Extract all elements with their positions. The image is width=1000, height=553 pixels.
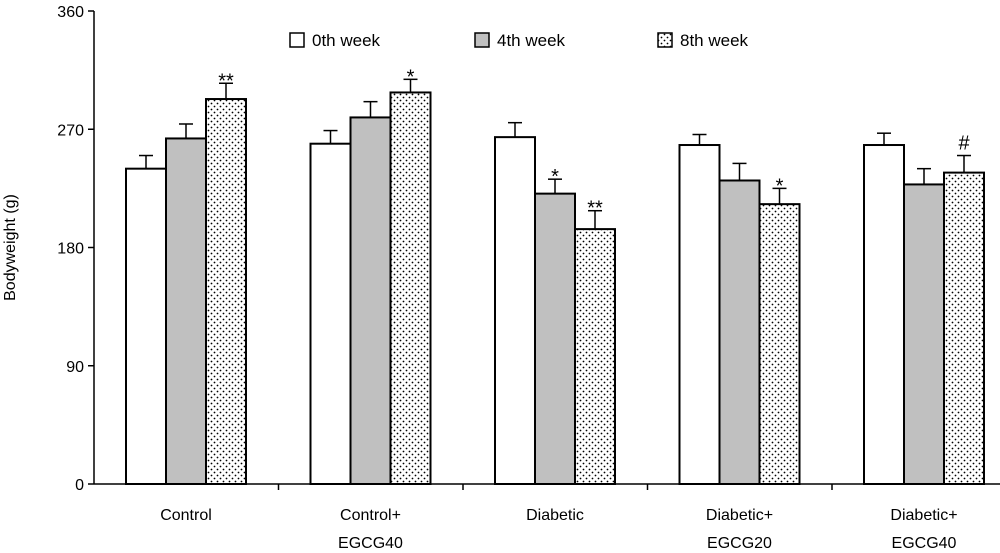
significance-marker: *: [407, 66, 415, 88]
bar-white: [309, 142, 352, 485]
legend-swatch: [657, 32, 673, 48]
y-tick-label: 180: [57, 241, 84, 258]
legend: 0th week 4th week 8th week: [289, 31, 749, 50]
bar-white: [863, 144, 905, 485]
bar-gray: [903, 183, 945, 486]
category-label: Diabetic: [526, 507, 584, 524]
category-label: EGCG20: [707, 535, 772, 548]
y-axis-title: Bodyweight (g): [2, 194, 19, 301]
y-tick-label: 270: [57, 122, 84, 139]
legend-swatch: [289, 32, 305, 48]
bar-white: [125, 167, 167, 486]
bar-gray: [534, 192, 576, 485]
bar-gray: [349, 116, 392, 486]
bar-dotted: [758, 203, 801, 485]
y-tick-label: 360: [57, 4, 84, 21]
bar-dotted: [943, 171, 985, 485]
legend-label: 8th week: [680, 31, 749, 50]
category-label: Control+: [340, 507, 401, 524]
y-tick-label: 90: [66, 359, 84, 376]
category-label: Control: [160, 507, 212, 524]
significance-marker: #: [958, 133, 970, 155]
bar-gray: [165, 137, 207, 485]
category-label: EGCG40: [892, 535, 957, 548]
bar-white: [678, 144, 721, 485]
legend-label: 0th week: [312, 31, 381, 50]
significance-marker: **: [587, 198, 603, 220]
category-label: Diabetic+: [706, 507, 773, 524]
bar-dotted: [389, 91, 432, 485]
bars: [125, 78, 985, 486]
category-label: EGCG40: [338, 535, 403, 548]
y-tick-label: 0: [75, 477, 84, 494]
bar-dotted: [205, 98, 247, 486]
legend-label: 4th week: [497, 31, 566, 50]
bar-gray: [718, 179, 761, 485]
bar-dotted: [574, 228, 616, 485]
significance-marker: *: [551, 166, 559, 188]
bar-white: [494, 136, 536, 485]
significance-marker: **: [218, 70, 234, 92]
significance-marker: *: [776, 175, 784, 197]
legend-swatch: [474, 32, 490, 48]
category-label: Diabetic+: [890, 507, 957, 524]
